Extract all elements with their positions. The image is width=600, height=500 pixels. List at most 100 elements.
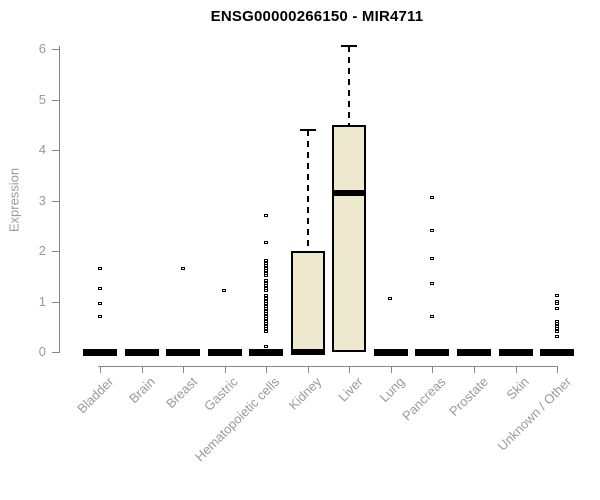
outlier-point bbox=[388, 296, 393, 300]
zero-bar bbox=[540, 349, 575, 356]
outlier-point bbox=[263, 299, 268, 303]
x-tick-label: Pancreas bbox=[399, 374, 450, 424]
outlier-point bbox=[263, 264, 268, 268]
whisker-cap bbox=[341, 45, 358, 48]
outlier-point bbox=[263, 294, 268, 298]
whisker-cap bbox=[299, 128, 316, 131]
outlier-point bbox=[97, 314, 102, 318]
outlier-point bbox=[429, 195, 434, 199]
x-tick-label: Prostate bbox=[445, 374, 491, 419]
chart-title: ENSG00000266150 - MIR4711 bbox=[210, 8, 424, 25]
outlier-point bbox=[263, 302, 268, 306]
x-tick-mark bbox=[224, 366, 226, 373]
outlier-point bbox=[263, 269, 268, 273]
x-tick-mark bbox=[390, 366, 392, 373]
outlier-point bbox=[429, 228, 434, 232]
outlier-point bbox=[263, 319, 268, 323]
y-tick-label: 4 bbox=[38, 142, 46, 157]
outlier-point bbox=[263, 344, 268, 348]
x-tick-mark bbox=[349, 366, 351, 373]
outlier-point bbox=[554, 329, 559, 333]
x-tick-mark bbox=[432, 366, 434, 373]
outlier-point bbox=[97, 286, 102, 290]
outlier-point bbox=[429, 314, 434, 318]
zero-bar bbox=[249, 349, 284, 356]
y-tick-label: 0 bbox=[38, 344, 46, 359]
outlier-point bbox=[263, 296, 268, 300]
x-tick-mark bbox=[307, 366, 309, 373]
outlier-point bbox=[263, 324, 268, 328]
outlier-point bbox=[263, 309, 268, 313]
outlier-point bbox=[554, 302, 559, 306]
outlier-point bbox=[263, 279, 268, 283]
x-tick-label: Unknown / Other bbox=[494, 374, 574, 454]
outlier-point bbox=[263, 213, 268, 217]
outlier-point bbox=[263, 259, 268, 263]
outlier-point bbox=[554, 324, 559, 328]
outlier-point bbox=[263, 241, 268, 245]
outlier-point bbox=[429, 256, 434, 260]
outlier-point bbox=[263, 312, 268, 316]
outlier-point bbox=[263, 327, 268, 331]
outlier-point bbox=[263, 317, 268, 321]
median-line bbox=[332, 189, 367, 196]
x-tick-mark bbox=[100, 366, 101, 373]
outlier-point bbox=[263, 314, 268, 318]
zero-bar bbox=[498, 349, 533, 356]
outlier-point bbox=[222, 289, 227, 293]
outlier-point bbox=[263, 286, 268, 290]
x-tick-label: Lung bbox=[376, 374, 408, 406]
outlier-point bbox=[263, 271, 268, 275]
zero-bar bbox=[373, 349, 408, 356]
outlier-point bbox=[97, 266, 102, 270]
x-axis-line bbox=[98, 366, 558, 367]
y-tick-mark bbox=[52, 150, 59, 151]
box bbox=[290, 251, 325, 352]
y-tick-mark bbox=[52, 352, 59, 353]
y-tick-label: 3 bbox=[38, 192, 46, 208]
outlier-point bbox=[180, 266, 185, 270]
outlier-point bbox=[429, 281, 434, 285]
zero-bar bbox=[166, 349, 201, 356]
x-tick-mark bbox=[183, 366, 185, 373]
zero-bar bbox=[415, 349, 450, 356]
outlier-point bbox=[97, 302, 102, 306]
y-tick-label: 1 bbox=[38, 293, 46, 309]
median-line bbox=[290, 349, 325, 355]
y-tick-mark bbox=[52, 251, 59, 252]
x-tick-mark bbox=[515, 366, 517, 373]
outlier-point bbox=[263, 307, 268, 311]
outlier-point bbox=[263, 284, 268, 288]
outlier-point bbox=[554, 319, 559, 323]
x-tick-mark bbox=[473, 366, 475, 373]
y-tick-label: 2 bbox=[38, 243, 46, 258]
whisker-line bbox=[348, 46, 351, 125]
outlier-point bbox=[554, 334, 559, 338]
outlier-point bbox=[554, 327, 559, 331]
zero-bar bbox=[124, 349, 159, 356]
y-axis-line bbox=[59, 46, 60, 353]
outlier-point bbox=[554, 322, 559, 326]
y-tick-mark bbox=[52, 200, 59, 202]
y-tick-label: 5 bbox=[38, 91, 46, 107]
x-tick-label: Bladder bbox=[74, 374, 117, 417]
x-tick-label: Brain bbox=[126, 374, 159, 407]
x-tick-mark bbox=[557, 366, 559, 373]
outlier-point bbox=[263, 274, 268, 278]
x-tick-label: Kidney bbox=[285, 374, 325, 413]
outlier-point bbox=[263, 304, 268, 308]
box bbox=[332, 124, 367, 352]
y-tick-mark bbox=[52, 49, 59, 50]
zero-bar bbox=[207, 349, 242, 356]
zero-bar bbox=[456, 349, 491, 356]
x-tick-label: Liver bbox=[335, 374, 366, 405]
x-tick-label: Gastric bbox=[201, 374, 242, 414]
outlier-point bbox=[554, 307, 559, 311]
y-tick-mark bbox=[52, 301, 59, 303]
y-tick-label: 6 bbox=[38, 41, 46, 56]
outlier-point bbox=[263, 322, 268, 326]
zero-bar bbox=[83, 349, 117, 356]
outlier-point bbox=[554, 299, 559, 303]
outlier-point bbox=[263, 261, 268, 265]
